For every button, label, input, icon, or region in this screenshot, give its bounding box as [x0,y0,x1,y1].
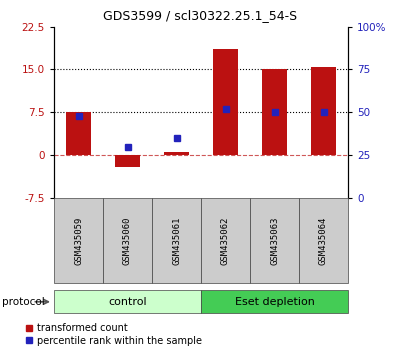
Text: GDS3599 / scl30322.25.1_54-S: GDS3599 / scl30322.25.1_54-S [103,9,297,22]
Text: GSM435059: GSM435059 [74,217,83,265]
Bar [66,113,91,155]
Text: Eset depletion: Eset depletion [234,297,314,307]
Text: control: control [108,297,147,307]
FancyBboxPatch shape [152,198,201,283]
Text: GSM435061: GSM435061 [172,217,181,265]
FancyBboxPatch shape [54,198,103,283]
Bar [311,67,336,155]
Text: GSM435063: GSM435063 [270,217,279,265]
Text: GSM435060: GSM435060 [123,217,132,265]
FancyBboxPatch shape [201,290,348,313]
Bar [164,153,189,155]
FancyBboxPatch shape [54,290,201,313]
FancyBboxPatch shape [201,198,250,283]
Bar [262,69,287,155]
Bar [213,50,238,155]
Text: protocol: protocol [2,297,45,307]
FancyBboxPatch shape [299,198,348,283]
Text: GSM435062: GSM435062 [221,217,230,265]
FancyBboxPatch shape [250,198,299,283]
Text: GSM435064: GSM435064 [319,217,328,265]
Bar [115,155,140,167]
FancyBboxPatch shape [103,198,152,283]
Legend: transformed count, percentile rank within the sample: transformed count, percentile rank withi… [25,324,202,346]
